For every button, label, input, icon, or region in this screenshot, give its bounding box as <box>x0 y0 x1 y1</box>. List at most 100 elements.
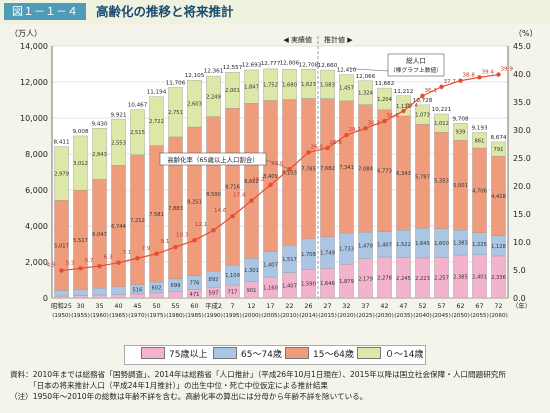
bar-value-label: 2,979 <box>54 171 69 177</box>
aging-rate-label: 30.3 <box>368 120 381 126</box>
aging-rate-point <box>344 132 349 138</box>
x-era-label: 72 <box>494 302 502 310</box>
bar-value-label: 8,103 <box>282 170 297 176</box>
y-left-tick-label: 6,000 <box>25 186 48 195</box>
y-right-tick-label: 0.0 <box>513 294 526 303</box>
bar-segment <box>111 286 126 295</box>
total-label: 11,706 <box>166 80 186 86</box>
bar-value-label: 1,646 <box>320 281 335 287</box>
aging-rate-label: 20.2 <box>252 177 264 183</box>
legend-item-15-64: 15～64歳 <box>285 347 354 361</box>
aging-rate-point <box>496 72 501 77</box>
bar-value-label: 2,179 <box>358 276 373 282</box>
bar-value-label: 2,751 <box>168 110 183 116</box>
bar-value-label: 1,225 <box>472 242 487 248</box>
aging-rate-point <box>477 75 482 80</box>
x-year-label: (2040) <box>413 313 432 319</box>
aging-rate-point <box>382 118 387 124</box>
bar-segment <box>168 87 183 138</box>
aging-rate-point <box>192 238 197 243</box>
aging-rate-point <box>173 244 178 250</box>
bar-value-label: 516 <box>133 287 143 293</box>
bar-segment <box>472 132 487 149</box>
bar-value-label: 7,883 <box>168 206 183 212</box>
aging-rate-point <box>420 93 425 99</box>
bar-value-label: 2,001 <box>225 88 240 94</box>
x-era-label: 45 <box>133 302 141 310</box>
aging-rate-point <box>363 126 368 131</box>
y-left-tick-label: 2,000 <box>25 258 48 267</box>
bar-segment <box>54 295 69 299</box>
x-era-label: 42 <box>380 302 388 310</box>
aging-rate-label: 36.1 <box>425 88 438 94</box>
bar-value-label: 1,407 <box>282 283 297 289</box>
bar-segment <box>263 68 278 101</box>
bar-segment <box>339 74 354 102</box>
bar-value-label: 2,603 <box>187 102 202 108</box>
y-right-tick-label: 20.0 <box>513 182 531 191</box>
aging-rate-label: 4.9 <box>47 263 56 269</box>
aging-rate-label: 7.9 <box>142 246 151 252</box>
bar-value-label: 602 <box>152 285 162 291</box>
bar-segment <box>149 96 164 146</box>
source-notes: 資料：2010年までは総務省「国勢調査」、2014年は総務省「人口推計」（平成2… <box>10 369 545 402</box>
aging-rate-point <box>135 256 140 261</box>
bar-segment <box>73 295 88 299</box>
bar-segment <box>73 289 88 296</box>
bar-value-label: 699 <box>171 283 181 289</box>
aging-rate-label: 14.6 <box>214 208 227 214</box>
legend: 75歳以上 65～74歳 15～64歳 ０～14歳 <box>124 345 426 365</box>
y-left-tick-label: 10,000 <box>20 114 48 123</box>
x-era-label: 60 <box>190 302 198 310</box>
bar-value-label: 1,073 <box>415 113 430 119</box>
bar-value-label: 861 <box>475 138 485 144</box>
total-pop-title: 総人口 <box>406 56 426 65</box>
bar-segment <box>358 80 373 105</box>
aging-rate-pointer <box>265 159 288 169</box>
x-era-label: 50 <box>152 302 160 310</box>
bar-value-label: 1,708 <box>301 252 316 258</box>
bar-value-label: 1,301 <box>244 268 259 274</box>
total-label: 12,806 <box>280 60 300 66</box>
y-left-tick-label: 8,000 <box>25 150 48 159</box>
bar-value-label: 5,787 <box>415 174 430 180</box>
x-year-label: (2015) <box>318 313 337 319</box>
bar-value-label: 2,278 <box>377 275 392 281</box>
bar-value-label: 2,249 <box>206 94 221 100</box>
x-year-label: (2055) <box>470 313 489 319</box>
bar-value-label: 1,128 <box>491 244 506 250</box>
y-right-tick-label: 30.0 <box>513 126 531 135</box>
bar-value-label: 1,733 <box>339 247 354 253</box>
aging-rate-point <box>306 150 311 155</box>
total-label: 12,410 <box>337 68 357 74</box>
bar-value-label: 6,744 <box>111 224 127 230</box>
total-label: 9,193 <box>471 126 487 132</box>
aging-rate-point <box>116 260 121 265</box>
x-year-label: (2010) <box>280 313 299 319</box>
aging-rate-point <box>97 263 102 269</box>
x-era-label: 27 <box>323 302 331 310</box>
x-year-label: (2060) <box>489 313 508 319</box>
bar-value-label: 7,682 <box>320 166 335 172</box>
total-label: 12,557 <box>223 65 243 71</box>
x-year-label: (1970) <box>128 313 147 319</box>
x-unit-label: （年） <box>512 301 531 310</box>
aging-rate-label: 10.3 <box>176 232 189 238</box>
total-label: 11,212 <box>394 89 414 95</box>
x-year-label: (1995) <box>223 313 242 319</box>
bar-segment <box>149 292 164 299</box>
bar-value-label: 2,401 <box>472 274 487 280</box>
legend-swatch <box>357 347 381 359</box>
aging-rate-label: 7.1 <box>123 250 132 256</box>
bar-segment <box>54 146 69 201</box>
total-label: 12,066 <box>356 74 376 80</box>
bar-value-label: 2,553 <box>111 140 126 146</box>
bar-value-label: 7,341 <box>339 165 354 171</box>
y-right-tick-label: 40.0 <box>513 70 531 79</box>
x-era-label: 55 <box>171 302 179 310</box>
bar-segment <box>92 128 107 180</box>
aging-rate-line <box>61 73 499 272</box>
figure-header: 図１－１－４ 高齢化の推移と将来推計 <box>0 0 550 24</box>
total-label: 11,662 <box>375 81 395 87</box>
x-year-label: (2005) <box>261 313 280 319</box>
